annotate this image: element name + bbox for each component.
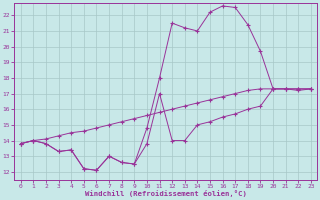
- X-axis label: Windchill (Refroidissement éolien,°C): Windchill (Refroidissement éolien,°C): [85, 190, 247, 197]
